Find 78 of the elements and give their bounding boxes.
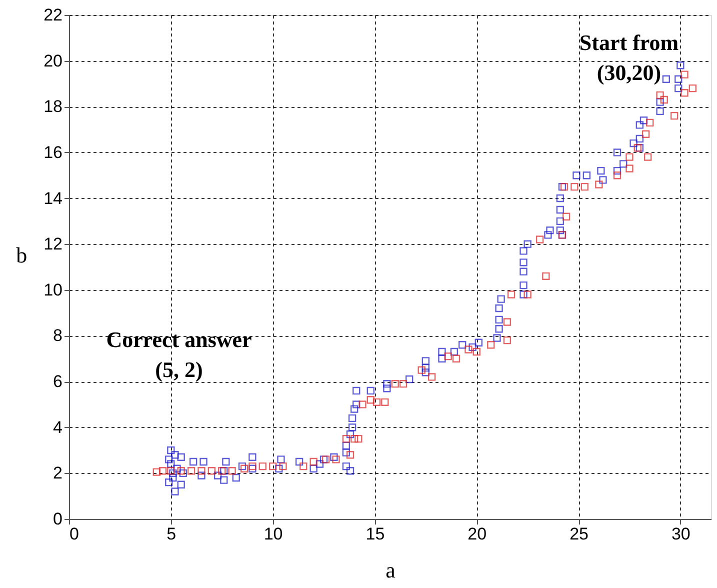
point <box>177 467 185 475</box>
point <box>208 467 216 475</box>
y-tick-label: 0 <box>53 510 62 528</box>
point <box>644 153 652 161</box>
point <box>507 290 516 298</box>
point <box>580 182 588 191</box>
x-axis-title: a <box>386 558 396 582</box>
point <box>372 398 381 406</box>
point <box>152 468 160 476</box>
point <box>562 212 570 220</box>
point <box>472 348 480 356</box>
point <box>642 130 650 138</box>
point <box>399 380 408 388</box>
point <box>626 153 634 161</box>
point <box>358 400 366 408</box>
point <box>452 354 460 362</box>
point <box>503 318 512 326</box>
x-tick-label: 25 <box>570 524 588 544</box>
point <box>167 467 175 475</box>
point <box>680 70 688 78</box>
x-tick-label: 20 <box>468 524 487 544</box>
point <box>570 182 578 191</box>
point <box>418 366 426 374</box>
point <box>487 341 495 349</box>
y-tick-label: 20 <box>44 51 62 70</box>
point <box>595 180 603 188</box>
y-tick-label: 18 <box>44 97 62 116</box>
y-tick-label: 14 <box>44 188 62 208</box>
y-tick-label: 6 <box>53 372 62 392</box>
point <box>350 434 358 443</box>
point <box>279 462 287 470</box>
y-tick-label: 10 <box>44 280 62 300</box>
point <box>688 84 696 92</box>
point <box>613 172 622 180</box>
x-tick-label: 0 <box>70 524 79 544</box>
point <box>428 373 436 381</box>
point <box>542 272 550 280</box>
point <box>646 118 654 127</box>
point <box>342 434 350 443</box>
point <box>258 462 266 470</box>
point <box>332 456 340 464</box>
point <box>626 164 634 172</box>
point <box>354 434 362 443</box>
x-tick-label: 10 <box>264 524 283 544</box>
point <box>656 91 664 100</box>
point <box>228 467 236 475</box>
point <box>187 467 196 475</box>
y-tick-label: 4 <box>53 418 62 437</box>
point <box>536 236 544 244</box>
point <box>503 336 512 344</box>
point <box>300 462 308 470</box>
point <box>444 352 452 360</box>
point <box>346 451 354 459</box>
annotation: Correct answer (5, 2) <box>106 327 252 382</box>
point <box>366 396 374 404</box>
point <box>391 380 399 388</box>
y-tick-label: 16 <box>44 142 62 162</box>
y-tick-label: 12 <box>44 234 62 254</box>
y-tick-label: 8 <box>53 326 62 346</box>
y-tick-label: 2 <box>53 464 62 483</box>
point <box>248 462 256 470</box>
point <box>670 112 678 120</box>
point <box>240 464 248 472</box>
point <box>381 398 389 406</box>
x-tick-label: 30 <box>671 524 690 544</box>
y-axis-title: b <box>16 242 28 268</box>
x-tick-label: 5 <box>166 524 176 544</box>
point <box>464 346 472 354</box>
x-tick-label: 15 <box>366 524 385 544</box>
point <box>198 467 206 475</box>
point <box>524 290 532 298</box>
point <box>268 462 277 470</box>
y-tick-label: 22 <box>44 6 62 24</box>
point <box>158 467 167 475</box>
point <box>660 96 668 104</box>
point <box>310 458 318 466</box>
point <box>680 89 688 97</box>
annotation: Start from (30,20) <box>579 30 679 85</box>
